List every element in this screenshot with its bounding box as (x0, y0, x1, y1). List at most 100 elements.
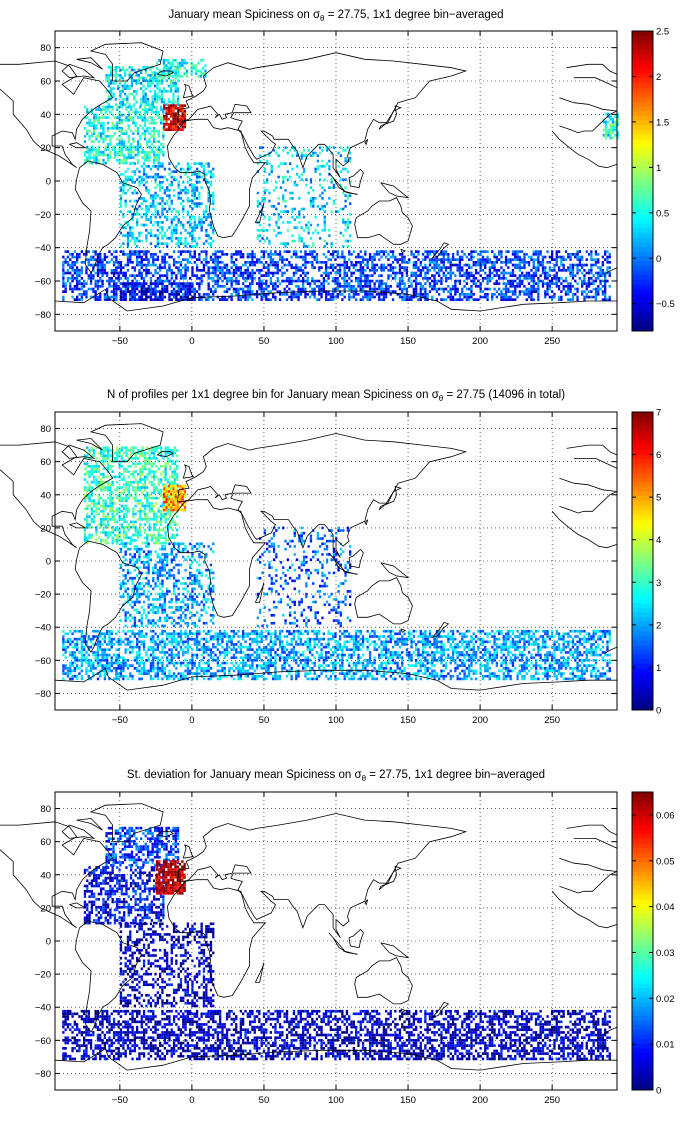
bin (307, 245, 310, 248)
bin (341, 263, 344, 267)
bin (106, 475, 110, 479)
bin (380, 298, 383, 301)
bin (155, 159, 158, 162)
bin (120, 491, 124, 495)
bin (78, 298, 81, 301)
bin (283, 271, 286, 275)
bin (364, 290, 367, 293)
bin (136, 282, 139, 285)
bin (125, 486, 128, 489)
bin (468, 277, 471, 280)
bin (125, 496, 128, 500)
bin (166, 189, 169, 192)
bin (544, 295, 547, 299)
bin (230, 271, 233, 275)
bin (415, 274, 418, 277)
bin (162, 145, 165, 149)
bin (426, 295, 429, 299)
bin (124, 183, 127, 187)
bin (123, 499, 126, 503)
bin (583, 279, 586, 283)
bin (99, 285, 102, 288)
bin (578, 269, 582, 272)
bin (102, 113, 105, 117)
bin (606, 266, 609, 269)
bin (184, 186, 187, 189)
bin (364, 269, 367, 272)
bin (156, 298, 160, 301)
bin (90, 536, 94, 540)
bin (398, 287, 402, 291)
bin (348, 250, 351, 253)
bin (127, 151, 130, 154)
bin (265, 287, 268, 291)
bin (151, 95, 154, 98)
bin (465, 287, 469, 291)
bin (366, 298, 369, 301)
bin (111, 475, 114, 479)
colorbar-tick-label: −0.5 (656, 299, 675, 310)
bin (115, 277, 118, 280)
bin (590, 253, 593, 256)
bin (286, 151, 290, 155)
bin (242, 255, 245, 259)
bin (86, 145, 89, 149)
bin (349, 234, 352, 237)
bin (518, 293, 522, 296)
bin (122, 298, 125, 301)
bin (225, 290, 229, 293)
bin (495, 279, 499, 283)
bin (93, 121, 96, 125)
bin (142, 92, 145, 96)
bin (168, 282, 171, 285)
bin (255, 290, 259, 293)
bin (157, 153, 160, 157)
bin (274, 250, 277, 253)
bin (272, 271, 275, 275)
bin (106, 127, 110, 130)
bin (162, 137, 165, 141)
bin (581, 271, 584, 275)
bin (604, 131, 608, 134)
bin (111, 518, 114, 521)
bin (262, 253, 266, 256)
coastline (431, 242, 450, 259)
bin (96, 258, 100, 261)
bin (305, 226, 308, 229)
bin (122, 234, 125, 237)
bin (86, 121, 89, 125)
bin (165, 109, 168, 113)
bin (541, 269, 545, 272)
bin (168, 298, 171, 301)
bin (177, 293, 180, 296)
bin (131, 250, 134, 253)
bin (594, 250, 598, 253)
bin (530, 295, 533, 299)
bin (468, 271, 471, 275)
bin (323, 226, 326, 229)
bin (344, 221, 347, 224)
bin (88, 451, 91, 455)
bin (148, 156, 151, 159)
bin (83, 285, 86, 288)
bin (277, 175, 280, 179)
bin (237, 253, 240, 256)
bin (527, 295, 531, 299)
bin (62, 277, 65, 280)
bin (221, 279, 224, 283)
bin (131, 282, 134, 285)
colorbar-step (632, 31, 653, 37)
bin (117, 74, 120, 77)
bin (616, 118, 619, 121)
bin (571, 285, 575, 288)
bin (391, 261, 395, 264)
bin (465, 255, 469, 259)
bin (189, 165, 192, 168)
bin (124, 293, 127, 296)
bin (477, 285, 480, 288)
bin (532, 274, 535, 277)
bin (541, 282, 545, 285)
bin (135, 82, 138, 85)
bin (163, 234, 167, 237)
bin (106, 518, 110, 521)
